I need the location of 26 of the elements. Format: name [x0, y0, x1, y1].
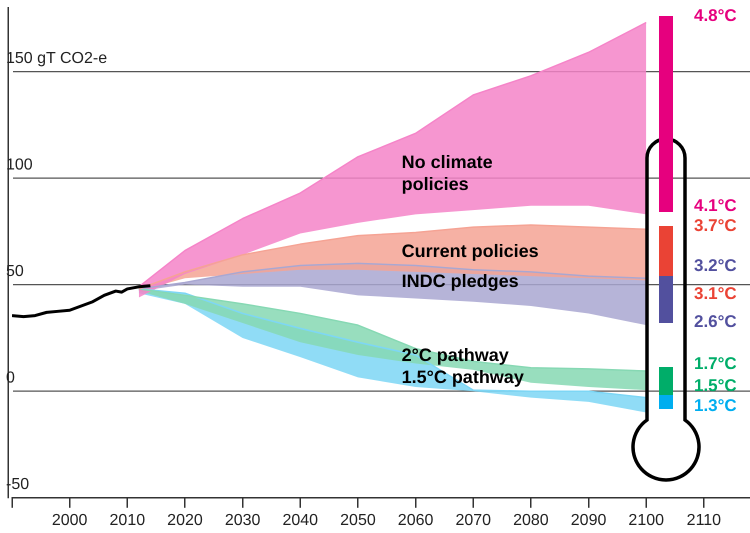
annotation: 1.7°C: [694, 354, 737, 374]
annotation: 4.8°C: [694, 6, 737, 26]
x-tick-label: 2030: [224, 512, 261, 529]
annotation: 2.6°C: [694, 312, 737, 332]
annotation: 3.2°C: [694, 256, 737, 276]
series-label: Current policies: [402, 241, 539, 262]
x-tick-label: 2100: [628, 512, 664, 529]
annotation: 1.3°C: [694, 396, 737, 416]
x-tick-label: 2080: [513, 512, 549, 529]
x-tick-label: 2020: [167, 512, 203, 529]
x-tick-label: 2070: [455, 512, 492, 529]
annotation: 3.7°C: [694, 216, 737, 236]
x-tick-label: 2040: [282, 512, 318, 529]
series-label: 2°C pathway: [402, 345, 509, 366]
x-tick-label: 2090: [570, 512, 606, 529]
annotation: 1.5°C: [694, 376, 737, 396]
annotation: 4.1°C: [694, 196, 737, 216]
x-tick-label: 2060: [398, 512, 434, 529]
series-label: 1.5°C pathway: [402, 367, 524, 388]
series-label: No climate policies: [402, 152, 493, 194]
x-tick-label: 2010: [110, 512, 146, 529]
x-tick-label: 2110: [686, 512, 722, 529]
series-label: INDC pledges: [402, 270, 519, 291]
x-tick-label: 2050: [340, 512, 376, 529]
annotation: 3.1°C: [694, 284, 737, 304]
x-tick-label: 2000: [52, 512, 88, 529]
